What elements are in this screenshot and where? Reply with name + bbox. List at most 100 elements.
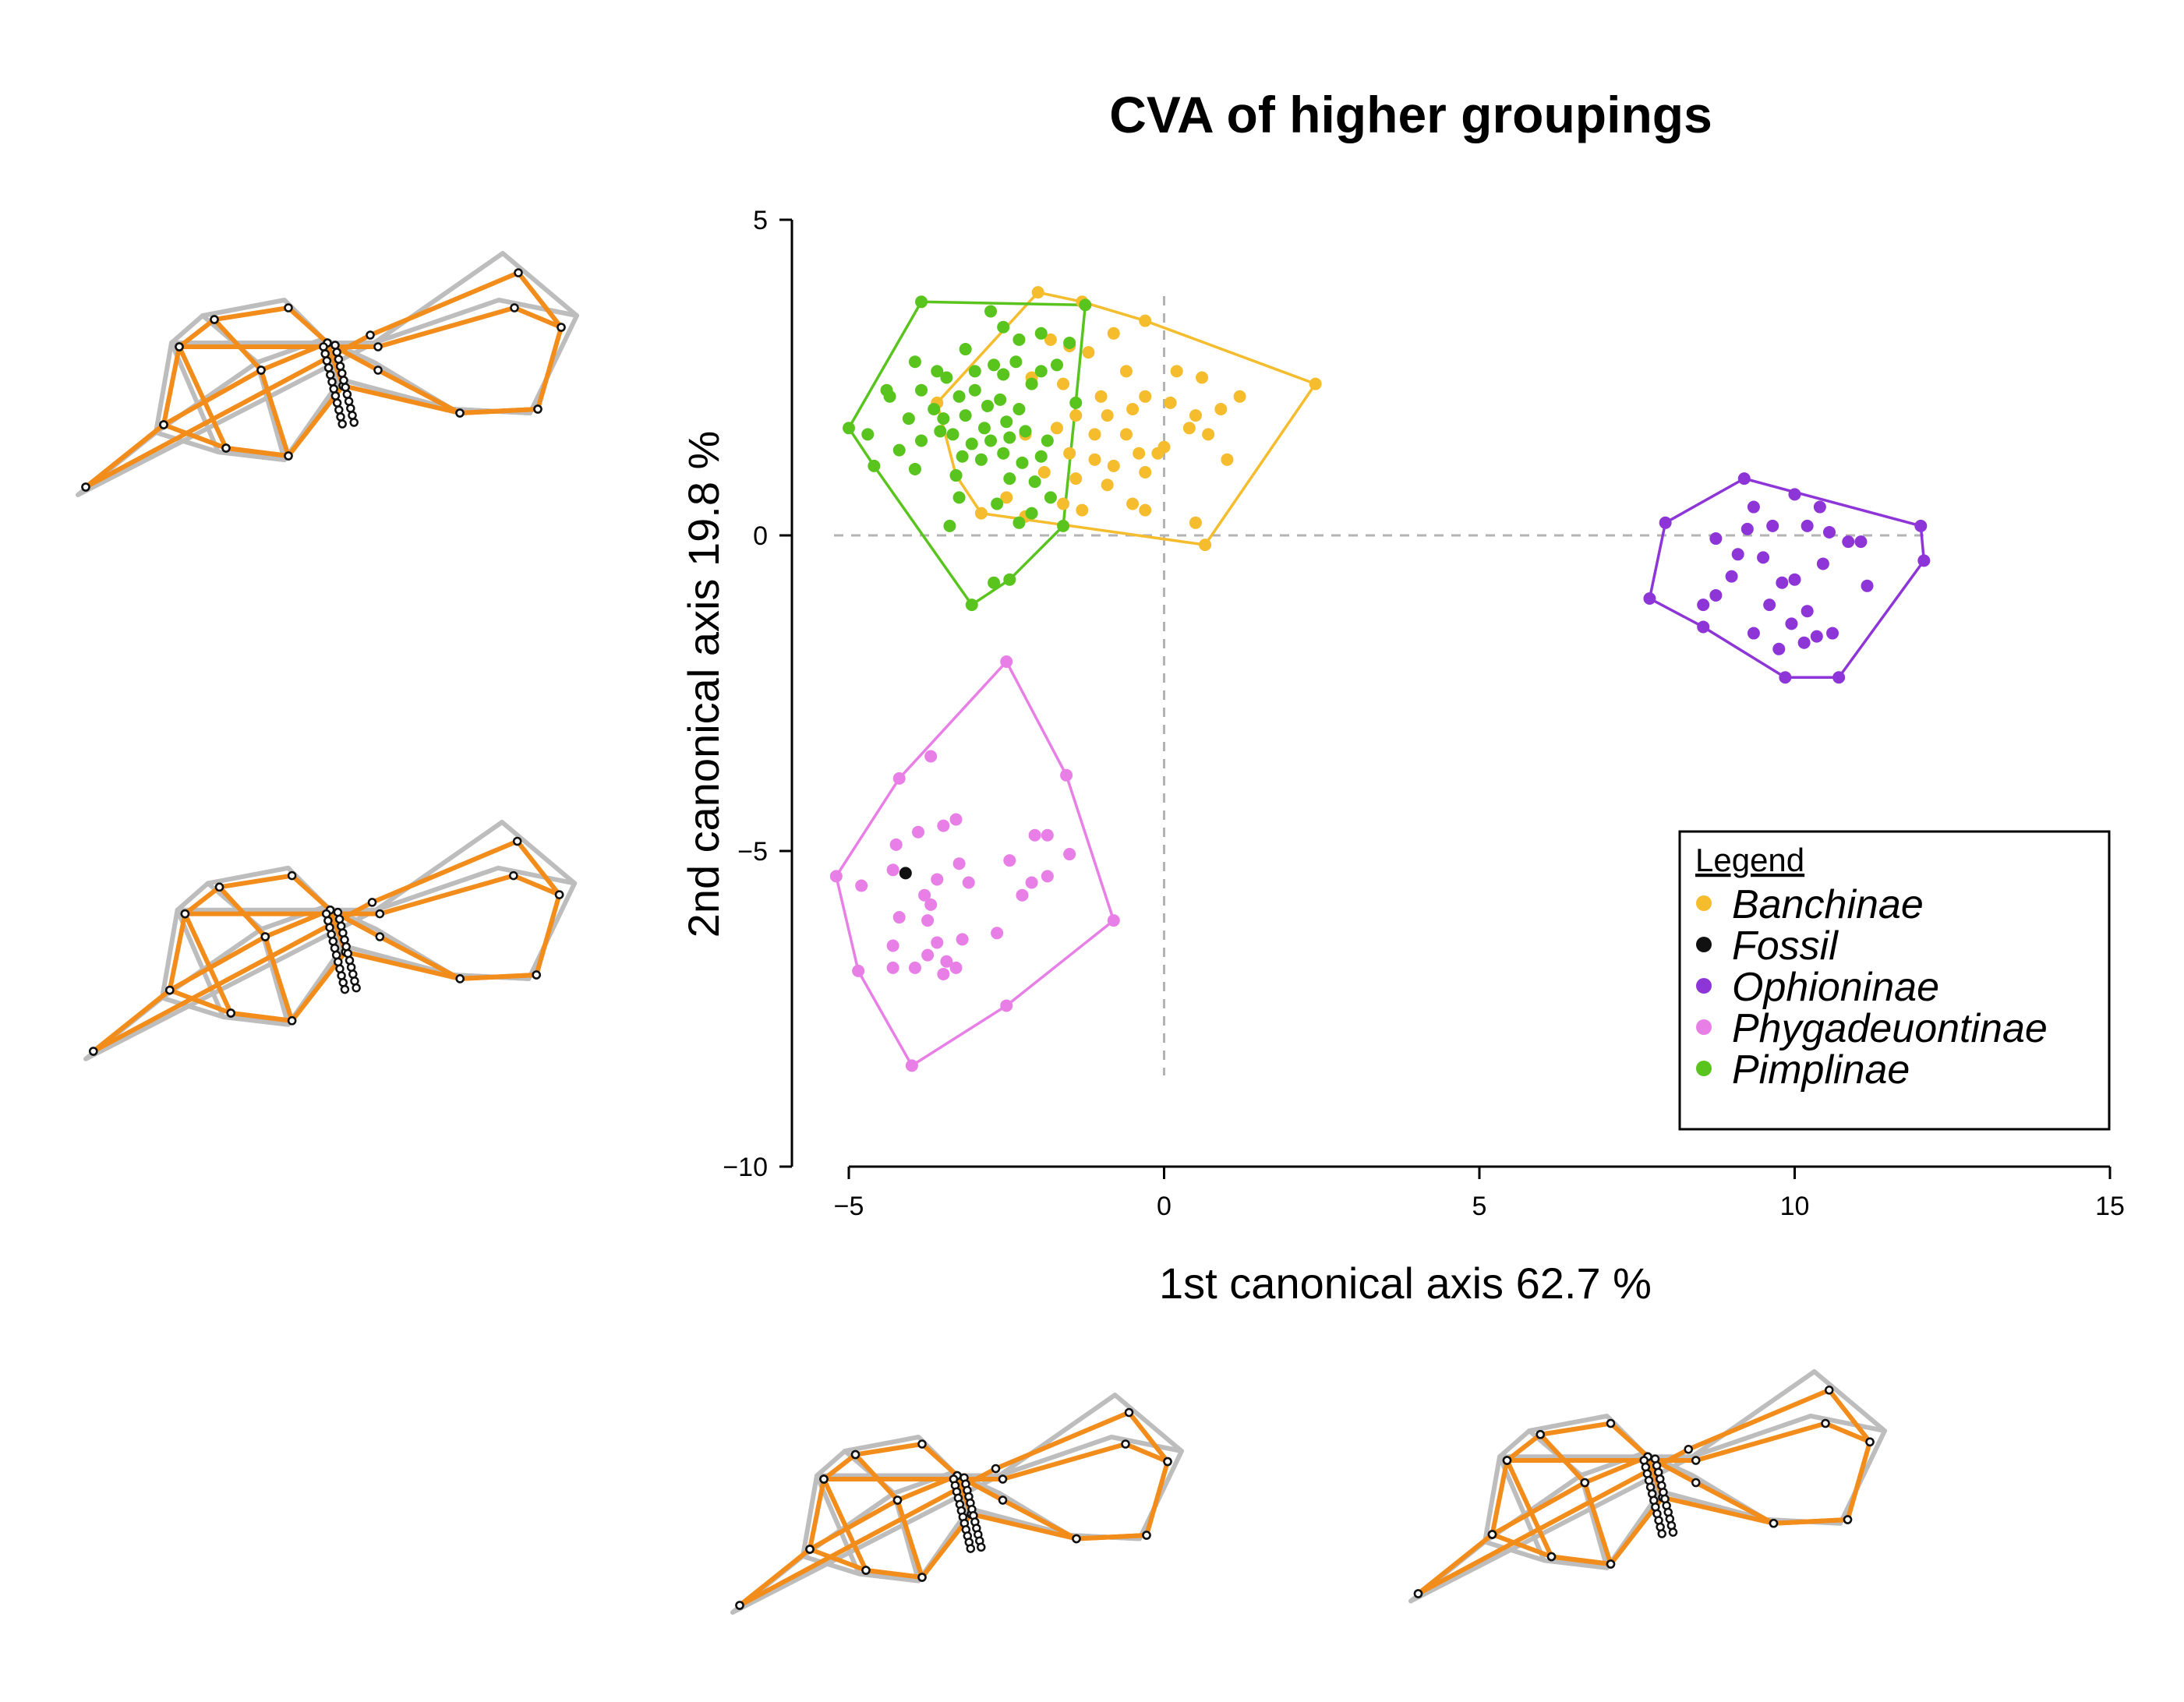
point-pimplinae xyxy=(974,453,988,466)
landmark-point xyxy=(998,1474,1008,1484)
point-banchinae xyxy=(1076,503,1089,517)
landmark-point xyxy=(509,870,518,881)
point-banchinae xyxy=(1233,390,1246,403)
point-phygadeuontinae xyxy=(855,879,868,892)
landmark-point xyxy=(735,1601,744,1610)
target-outline-inner xyxy=(161,305,540,427)
point-banchinae xyxy=(1119,365,1133,378)
point-banchinae xyxy=(1101,478,1114,492)
point-ophioninae xyxy=(1709,588,1723,602)
point-banchinae xyxy=(1057,497,1070,510)
point-ophioninae xyxy=(1697,599,1710,612)
landmark-point xyxy=(335,362,345,371)
landmark-point xyxy=(1684,1445,1693,1454)
landmark-point xyxy=(332,398,342,408)
landmark-point xyxy=(210,315,219,324)
point-banchinae xyxy=(1088,453,1101,466)
landmark-point xyxy=(332,348,341,357)
landmark-point xyxy=(892,1495,903,1505)
point-banchinae xyxy=(1199,538,1212,552)
target-outline-cross xyxy=(822,1442,1170,1481)
reference-outline-cross xyxy=(815,1435,1184,1478)
point-banchinae xyxy=(1000,491,1013,504)
point-pimplinae xyxy=(931,365,944,378)
landmark-point xyxy=(966,1544,976,1553)
landmark-point xyxy=(1769,1519,1779,1528)
point-ophioninae xyxy=(1842,535,1855,549)
landmark-point xyxy=(819,1474,829,1484)
target-outline-inner xyxy=(167,873,539,993)
point-ophioninae xyxy=(1772,642,1786,655)
point-phygadeuontinae xyxy=(937,967,950,980)
point-pimplinae xyxy=(1050,358,1063,372)
point-ophioninae xyxy=(1826,627,1839,640)
point-pimplinae xyxy=(883,390,896,403)
point-pimplinae xyxy=(994,393,1007,406)
landmark-point xyxy=(977,1542,986,1552)
point-pimplinae xyxy=(915,295,928,309)
landmark-point xyxy=(321,909,331,919)
landmark-point xyxy=(320,349,330,358)
point-pimplinae xyxy=(956,450,969,463)
point-pimplinae xyxy=(1069,396,1083,409)
landmark-point xyxy=(287,870,297,881)
landmark-point xyxy=(1546,1552,1557,1562)
point-banchinae xyxy=(1119,428,1133,441)
point-ophioninae xyxy=(1914,519,1928,532)
wing-diagrams xyxy=(76,251,1887,1615)
point-pimplinae xyxy=(988,576,1001,589)
point-banchinae xyxy=(1170,365,1183,378)
landmark-point xyxy=(328,937,338,946)
point-pimplinae xyxy=(1000,415,1013,429)
point-pimplinae xyxy=(1034,450,1048,463)
landmark-point xyxy=(1821,1418,1830,1428)
point-ophioninae xyxy=(1779,671,1792,684)
legend-marker-phygadeuontinae xyxy=(1696,1019,1712,1035)
landmark-point xyxy=(284,303,293,313)
landmark-point xyxy=(341,383,350,392)
point-phygadeuontinae xyxy=(829,870,843,883)
landmark-point xyxy=(334,957,343,967)
x-tick-label: −5 xyxy=(834,1192,864,1221)
point-banchinae xyxy=(1189,516,1202,529)
landmark-point xyxy=(557,323,566,332)
landmark-point xyxy=(1536,1430,1545,1439)
landmark-point xyxy=(325,923,334,932)
point-ophioninae xyxy=(1797,636,1811,649)
point-banchinae xyxy=(1214,403,1228,415)
landmark-point xyxy=(1825,1386,1834,1395)
landmark-point xyxy=(1163,1457,1172,1467)
point-banchinae xyxy=(1202,428,1215,441)
target-outline-cross xyxy=(177,305,564,349)
landmark-point xyxy=(348,411,357,420)
landmark-point xyxy=(327,930,336,939)
point-pimplinae xyxy=(902,412,915,426)
legend-title: Legend xyxy=(1695,842,1804,878)
landmark-point xyxy=(1691,1478,1701,1488)
landmark-point xyxy=(1142,1531,1151,1540)
point-ophioninae xyxy=(1763,599,1776,612)
landmark-point xyxy=(341,941,351,952)
landmark-point xyxy=(338,928,348,938)
landmark-point xyxy=(330,391,341,401)
point-phygadeuontinae xyxy=(921,914,935,927)
point-banchinae xyxy=(1139,503,1152,517)
point-phygadeuontinae xyxy=(886,961,899,974)
x-tick-label: 15 xyxy=(2095,1192,2125,1221)
point-banchinae xyxy=(1107,327,1120,340)
point-pimplinae xyxy=(984,305,998,318)
legend-label-pimplinae: Pimplinae xyxy=(1732,1047,1910,1093)
point-banchinae xyxy=(1069,472,1083,486)
wing-bottom-right xyxy=(1408,1369,1887,1604)
point-ophioninae xyxy=(1822,525,1836,538)
landmark-point xyxy=(334,355,344,364)
point-phygadeuontinae xyxy=(931,873,944,886)
point-phygadeuontinae xyxy=(886,863,899,877)
point-banchinae xyxy=(1221,453,1234,466)
point-banchinae xyxy=(1139,466,1152,478)
landmark-point xyxy=(850,1450,861,1460)
point-phygadeuontinae xyxy=(937,819,950,832)
point-banchinae xyxy=(1069,409,1083,422)
landmark-point xyxy=(375,932,385,941)
point-banchinae xyxy=(1082,346,1095,359)
